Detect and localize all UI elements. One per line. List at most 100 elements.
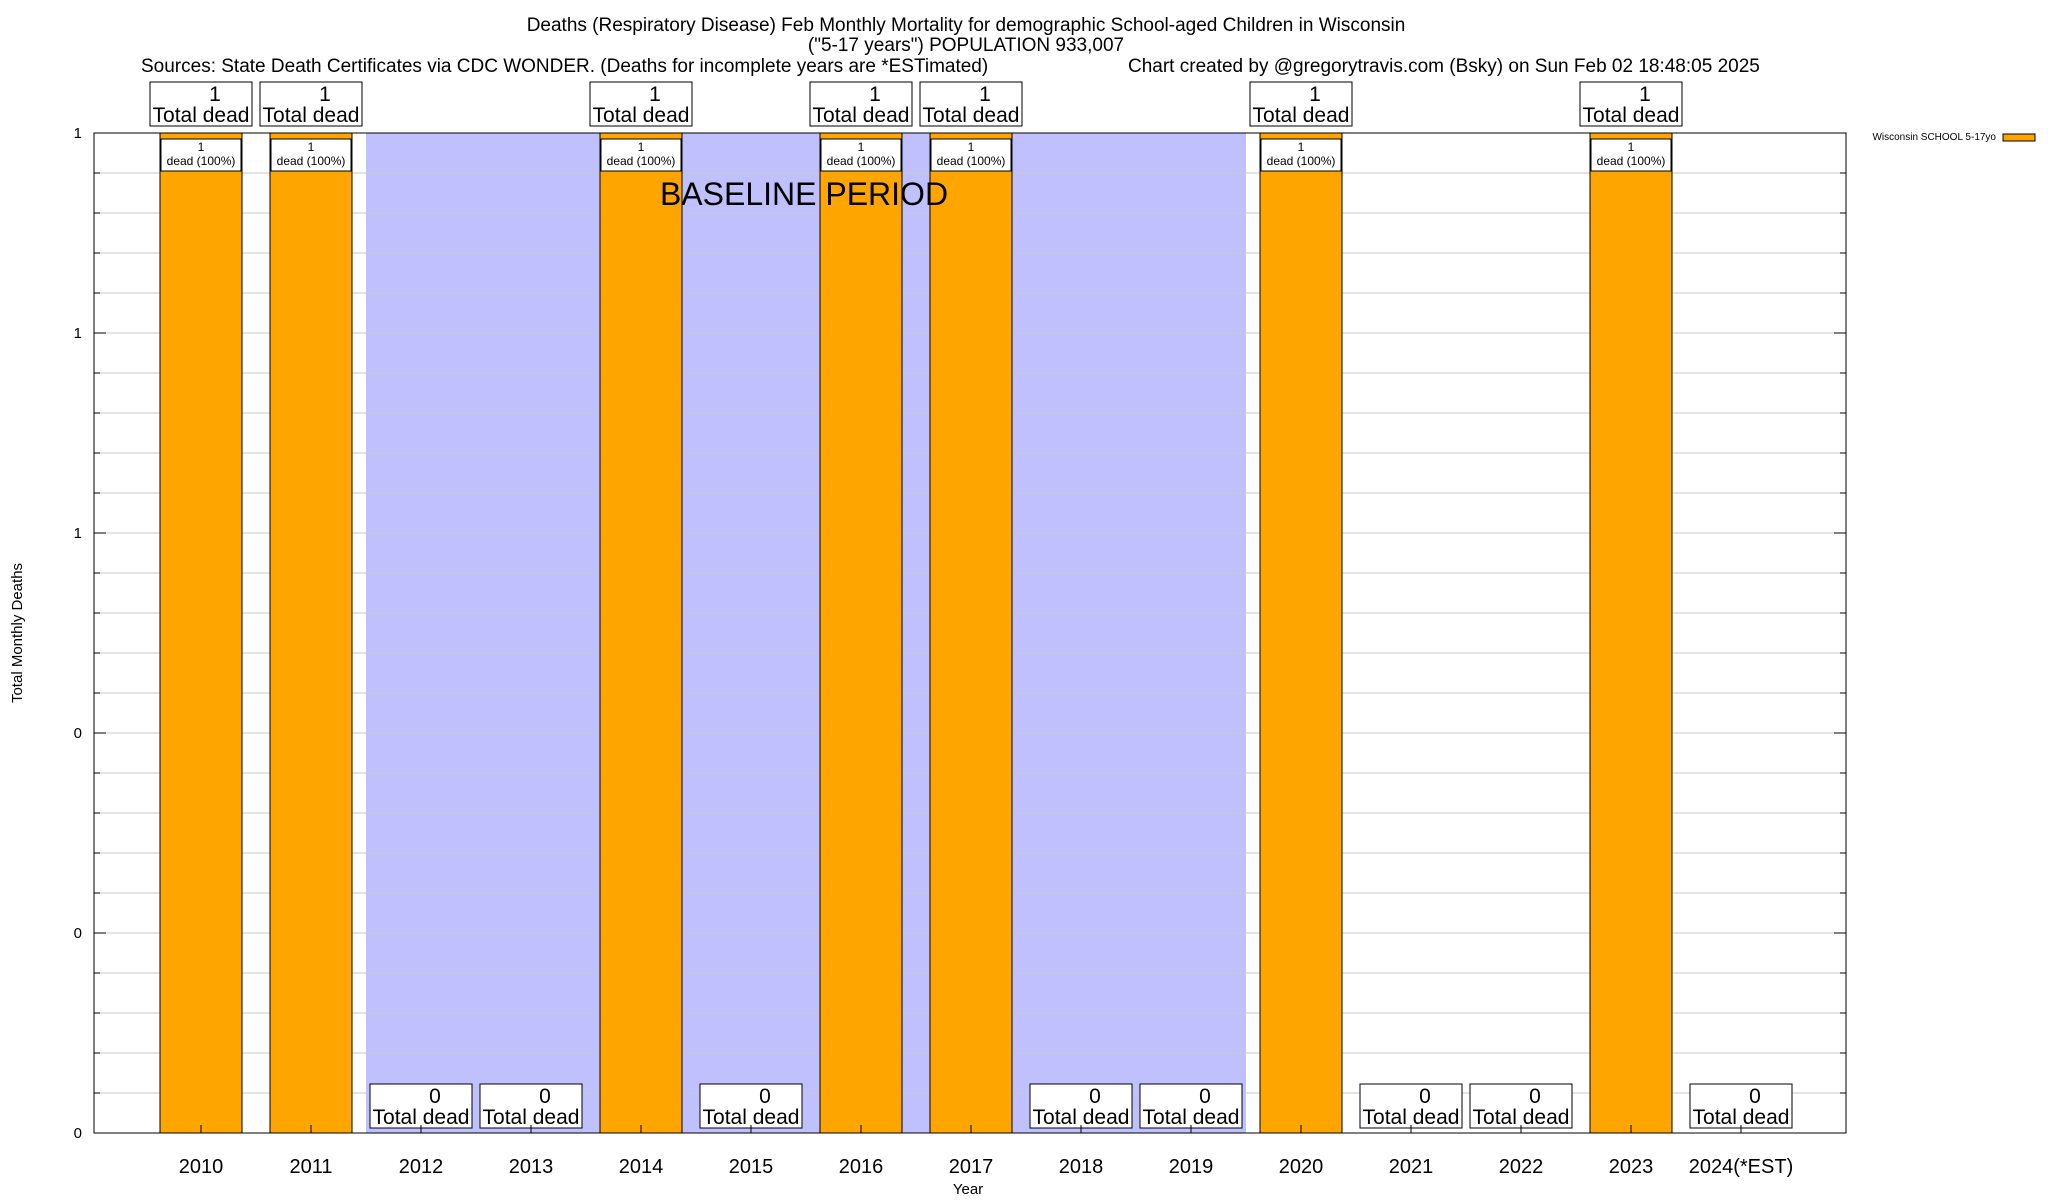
total-label-box bbox=[259, 81, 363, 127]
x-tick-label: 2014 bbox=[619, 1156, 664, 1178]
inner-label-suffix: dead (100%) bbox=[1597, 154, 1666, 168]
baseline-band bbox=[366, 133, 1246, 1133]
x-tick-label: 2012 bbox=[399, 1156, 444, 1178]
total-label-count: 1 bbox=[1309, 83, 1321, 106]
inner-label-count: 1 bbox=[858, 140, 865, 154]
total-label-box bbox=[149, 81, 253, 127]
total-label-suffix: Total dead bbox=[1693, 1106, 1790, 1129]
total-label-count: 0 bbox=[1199, 1085, 1211, 1108]
y-tick-label: 1 bbox=[74, 325, 82, 342]
total-label-suffix: Total dead bbox=[1363, 1106, 1460, 1129]
total-label-suffix: Total dead bbox=[813, 104, 910, 127]
total-label-box bbox=[1139, 1083, 1243, 1129]
y-tick-label: 1 bbox=[74, 125, 82, 142]
total-label-suffix: Total dead bbox=[1583, 104, 1680, 127]
x-tick-label: 2022 bbox=[1499, 1156, 1544, 1178]
y-tick-label: 1 bbox=[74, 525, 82, 542]
inner-label-box bbox=[160, 138, 242, 172]
axis-ticks-layer: 0 0 0 1 1 1 2010 2011 2012 2013 2014 2015 2016 2017 20… bbox=[74, 125, 1846, 1178]
bar bbox=[269, 132, 353, 1134]
total-label-count: 0 bbox=[1529, 1085, 1541, 1108]
legend-swatch bbox=[2002, 133, 2036, 142]
x-tick-label: 2023 bbox=[1609, 1156, 1654, 1178]
total-label-count: 1 bbox=[209, 83, 221, 106]
total-label-suffix: Total dead bbox=[1253, 104, 1350, 127]
total-label-suffix: Total dead bbox=[1473, 1106, 1570, 1129]
inner-label-suffix: dead (100%) bbox=[607, 154, 676, 168]
inner-label-box bbox=[1260, 138, 1342, 172]
total-label-count: 1 bbox=[649, 83, 661, 106]
total-label-suffix: Total dead bbox=[923, 104, 1020, 127]
total-label-count: 0 bbox=[1089, 1085, 1101, 1108]
x-tick-label: 2017 bbox=[949, 1156, 994, 1178]
legend: Wisconsin SCHOOL 5-17yo bbox=[1872, 132, 2036, 143]
inner-label-count: 1 bbox=[1628, 140, 1635, 154]
total-label-box bbox=[1029, 1083, 1133, 1129]
total-label-box bbox=[479, 1083, 583, 1129]
x-tick-label: 2015 bbox=[729, 1156, 774, 1178]
total-label-box bbox=[809, 81, 913, 127]
total-label-count: 1 bbox=[869, 83, 881, 106]
x-axis-label: Year bbox=[953, 1181, 983, 1198]
bar bbox=[1259, 132, 1343, 1134]
x-tick-label: 2010 bbox=[179, 1156, 224, 1178]
y-tick-label: 0 bbox=[74, 725, 82, 742]
inner-label-box bbox=[820, 138, 902, 172]
total-label-box bbox=[369, 1083, 473, 1129]
inner-label-count: 1 bbox=[308, 140, 315, 154]
inner-label-count: 1 bbox=[968, 140, 975, 154]
legend-series-name: Wisconsin SCHOOL 5-17yo bbox=[1872, 132, 1996, 143]
inner-label-suffix: dead (100%) bbox=[1267, 154, 1336, 168]
total-label-suffix: Total dead bbox=[1033, 1106, 1130, 1129]
total-label-count: 0 bbox=[1749, 1085, 1761, 1108]
inner-label-suffix: dead (100%) bbox=[827, 154, 896, 168]
total-label-count: 0 bbox=[759, 1085, 771, 1108]
bar bbox=[929, 132, 1013, 1134]
inner-label-count: 1 bbox=[638, 140, 645, 154]
baseline-band-layer bbox=[366, 133, 1246, 1133]
bars-layer bbox=[159, 132, 1745, 1134]
y-axis-label: Total Monthly Deaths bbox=[9, 563, 26, 703]
x-tick-label: 2024(*EST) bbox=[1689, 1156, 1794, 1178]
inner-label-suffix: dead (100%) bbox=[937, 154, 1006, 168]
y-tick-label: 0 bbox=[74, 1125, 82, 1142]
inner-label-box bbox=[930, 138, 1012, 172]
baseline-period-label: BASELINE PERIOD bbox=[660, 176, 948, 212]
total-label-suffix: Total dead bbox=[263, 104, 360, 127]
total-label-count: 0 bbox=[1419, 1085, 1431, 1108]
total-label-box bbox=[919, 81, 1023, 127]
bar bbox=[819, 132, 903, 1134]
bar bbox=[1589, 132, 1673, 1134]
total-label-suffix: Total dead bbox=[1143, 1106, 1240, 1129]
inner-label-box bbox=[600, 138, 682, 172]
inner-label-count: 1 bbox=[198, 140, 205, 154]
x-tick-label: 2011 bbox=[289, 1156, 332, 1178]
sources-note: Sources: State Death Certificates via CD… bbox=[141, 56, 988, 77]
inner-label-box bbox=[270, 138, 352, 172]
bar bbox=[159, 132, 243, 1134]
total-label-count: 0 bbox=[429, 1085, 441, 1108]
total-label-box bbox=[589, 81, 693, 127]
total-label-suffix: Total dead bbox=[373, 1106, 470, 1129]
chart-title: Deaths (Respiratory Disease) Feb Monthly… bbox=[527, 15, 1406, 36]
total-label-count: 1 bbox=[319, 83, 331, 106]
x-tick-label: 2020 bbox=[1279, 1156, 1324, 1178]
inner-label-suffix: dead (100%) bbox=[167, 154, 236, 168]
total-label-box bbox=[1359, 1083, 1463, 1129]
plot-frame bbox=[93, 132, 1847, 1134]
inner-label-suffix: dead (100%) bbox=[277, 154, 346, 168]
x-tick-label: 2021 bbox=[1389, 1156, 1434, 1178]
chart-credit: Chart created by @gregorytravis.com (Bsk… bbox=[1128, 56, 1760, 77]
x-tick-label: 2013 bbox=[509, 1156, 554, 1178]
chart-subtitle: ("5-17 years") POPULATION 933,007 bbox=[808, 35, 1124, 56]
inner-label-count: 1 bbox=[1298, 140, 1305, 154]
inner-label-box bbox=[1590, 138, 1672, 172]
total-label-count: 1 bbox=[1639, 83, 1651, 106]
total-label-suffix: Total dead bbox=[593, 104, 690, 127]
total-label-box bbox=[1249, 81, 1353, 127]
total-label-count: 1 bbox=[979, 83, 991, 106]
x-tick-label: 2016 bbox=[839, 1156, 884, 1178]
total-label-box bbox=[1579, 81, 1683, 127]
